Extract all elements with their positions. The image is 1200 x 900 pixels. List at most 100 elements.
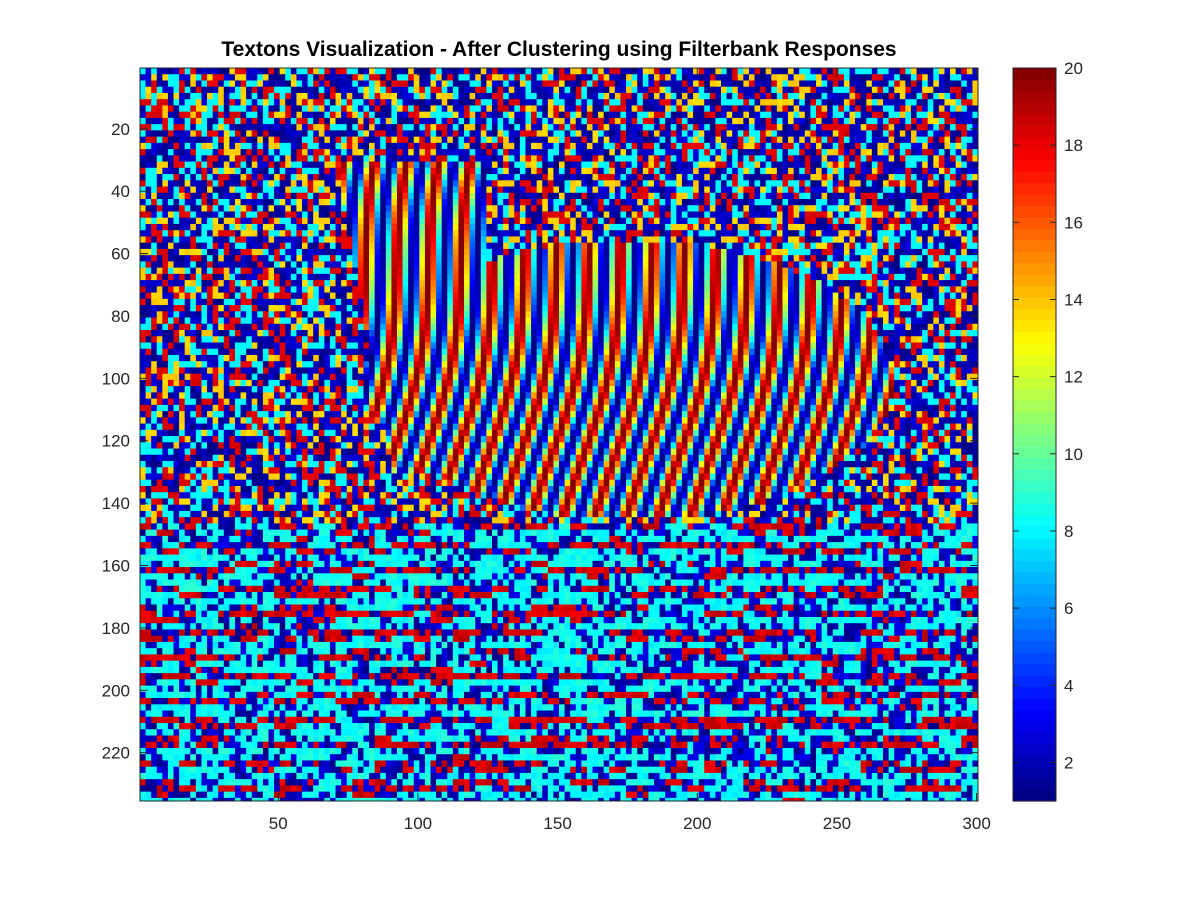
heatmap-cell (195, 217, 202, 225)
heatmap-cell (503, 68, 510, 75)
heatmap-cell (458, 242, 465, 250)
heatmap-cell (162, 248, 169, 256)
heatmap-cell (257, 242, 264, 250)
heatmap-cell (910, 217, 917, 225)
heatmap-cell (760, 149, 767, 156)
heatmap-cell (251, 230, 258, 237)
heatmap-cell (586, 92, 593, 100)
heatmap-cell (788, 192, 795, 200)
heatmap-cell (486, 161, 493, 169)
heatmap-cell (620, 174, 627, 181)
heatmap-cell (240, 211, 247, 219)
heatmap-cell (955, 255, 962, 262)
heatmap-cell (190, 167, 197, 175)
heatmap-cell (480, 223, 487, 231)
heatmap-cell (776, 167, 783, 175)
heatmap-cell (804, 111, 811, 119)
heatmap-cell (687, 242, 694, 250)
heatmap-cell (486, 117, 493, 125)
heatmap-cell (413, 199, 420, 206)
heatmap-cell (508, 99, 515, 106)
heatmap-cell (860, 205, 867, 212)
heatmap-cell (894, 142, 901, 150)
heatmap-cell (195, 149, 202, 156)
heatmap-cell (419, 136, 426, 144)
heatmap-cell (905, 161, 912, 169)
heatmap-cell (598, 248, 605, 256)
heatmap-cell (866, 261, 873, 269)
heatmap-cell (603, 130, 610, 138)
heatmap-cell (424, 149, 431, 156)
heatmap-cell (547, 205, 554, 212)
heatmap-cell (626, 99, 633, 106)
heatmap-cell (693, 217, 700, 225)
heatmap-cell (380, 167, 387, 175)
heatmap-cell (586, 167, 593, 175)
heatmap-cell (391, 117, 398, 125)
heatmap-cell (246, 68, 253, 75)
heatmap-cell (380, 136, 387, 144)
heatmap-cell (151, 142, 158, 150)
heatmap-cell (497, 267, 504, 275)
heatmap-cell (246, 130, 253, 138)
heatmap-cell (570, 99, 577, 106)
heatmap-cell (262, 130, 269, 138)
heatmap-cell (246, 211, 253, 219)
heatmap-cell (570, 211, 577, 219)
heatmap-cell (486, 86, 493, 94)
heatmap-cell (737, 236, 744, 244)
heatmap-cell (514, 111, 521, 119)
heatmap-cell (961, 186, 968, 194)
heatmap-cell (938, 86, 945, 94)
heatmap-cell (408, 236, 415, 244)
heatmap-cell (514, 155, 521, 162)
heatmap-cell (659, 117, 666, 125)
heatmap-cell (732, 136, 739, 144)
heatmap-cell (659, 242, 666, 250)
heatmap-cell (855, 267, 862, 275)
heatmap-cell (341, 130, 348, 138)
heatmap-cell (413, 261, 420, 269)
heatmap-cell (274, 111, 281, 119)
heatmap-cell (536, 255, 543, 262)
heatmap-cell (458, 248, 465, 256)
heatmap-cell (888, 242, 895, 250)
heatmap-cell (408, 192, 415, 200)
heatmap-cell (464, 105, 471, 113)
heatmap-cell (631, 174, 638, 181)
heatmap-cell (598, 230, 605, 237)
heatmap-cell (838, 192, 845, 200)
heatmap-cell (307, 199, 314, 206)
heatmap-cell (804, 136, 811, 144)
heatmap-cell (586, 99, 593, 106)
heatmap-cell (894, 111, 901, 119)
heatmap-cell (246, 92, 253, 100)
heatmap-cell (302, 230, 308, 237)
heatmap-cell (396, 236, 403, 244)
heatmap-cell (324, 86, 331, 94)
heatmap-cell (961, 242, 968, 250)
heatmap-cell (670, 180, 677, 187)
heatmap-cell (374, 130, 381, 138)
heatmap-cell (866, 130, 873, 138)
heatmap-cell (821, 161, 828, 169)
heatmap-cell (815, 261, 822, 269)
heatmap-cell (508, 261, 515, 269)
heatmap-cell (832, 130, 839, 138)
heatmap-cell (151, 174, 158, 181)
heatmap-cell (715, 230, 722, 237)
heatmap-cell (564, 74, 571, 81)
heatmap-cell (860, 136, 867, 144)
heatmap-cell (296, 180, 303, 187)
heatmap-cell (251, 180, 258, 187)
heatmap-cell (698, 199, 705, 206)
heatmap-cell (916, 217, 923, 225)
heatmap-cell (486, 205, 493, 212)
heatmap-cell (855, 136, 862, 144)
heatmap-cell (637, 155, 644, 162)
heatmap-cell (324, 205, 331, 212)
heatmap-cell (547, 124, 554, 131)
heatmap-cell (815, 105, 822, 113)
heatmap-cell (648, 161, 655, 169)
heatmap-cell (726, 230, 733, 237)
